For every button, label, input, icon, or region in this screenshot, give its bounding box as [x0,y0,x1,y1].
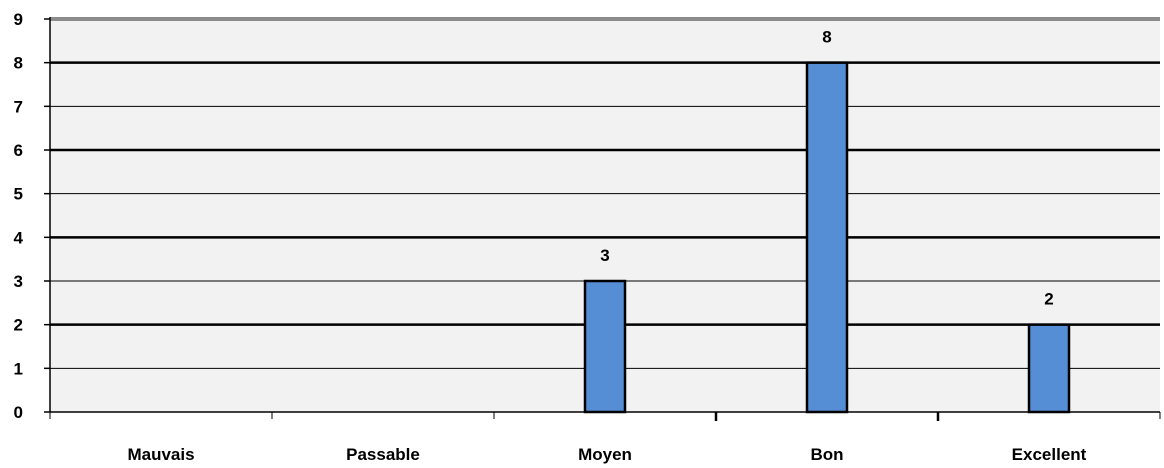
x-tick-label-mauvais: Mauvais [127,445,194,464]
x-tick-label-moyen: Moyen [578,445,632,464]
bar-moyen [583,279,627,414]
data-label-moyen: 3 [600,246,609,265]
data-label-bon: 8 [822,28,831,47]
x-tick-label-bon: Bon [810,445,843,464]
y-tick-label-7: 7 [14,97,23,116]
bars [583,61,1071,414]
y-tick-label-2: 2 [14,316,23,335]
y-tick-labels: 0 1 2 3 4 5 6 7 8 9 [14,10,24,422]
bar-bon [805,61,849,414]
bar-excellent [1027,323,1071,414]
y-tick-label-0: 0 [14,403,23,422]
y-tick-label-6: 6 [14,141,23,160]
x-tick-label-passable: Passable [346,445,420,464]
axes [44,17,1161,421]
x-tick-labels: Mauvais Passable Moyen Bon Excellent [127,445,1086,464]
y-tick-label-1: 1 [14,359,23,378]
y-tick-label-8: 8 [14,54,23,73]
data-labels: 3 8 2 [600,28,1053,309]
y-tick-label-4: 4 [14,228,24,247]
y-tick-label-9: 9 [14,10,23,29]
y-tick-label-5: 5 [14,185,23,204]
y-tick-label-3: 3 [14,272,23,291]
x-tick-label-excellent: Excellent [1012,445,1087,464]
data-label-excellent: 2 [1044,290,1053,309]
